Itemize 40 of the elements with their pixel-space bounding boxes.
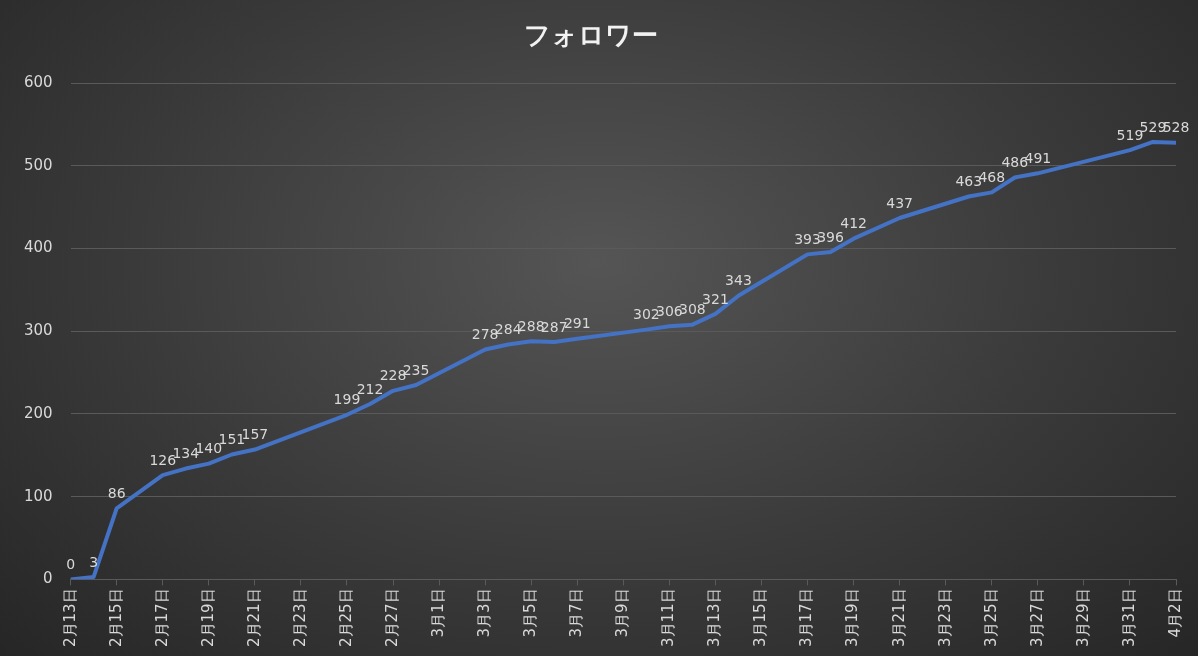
- x-tick-label: 3月29日: [1073, 588, 1092, 648]
- y-tick-label: 0: [43, 569, 53, 588]
- y-tick-label: 300: [23, 321, 53, 340]
- y-tick-label: 500: [23, 155, 53, 174]
- x-tick-label: 2月23日: [290, 588, 309, 648]
- x-tick-label: 2月21日: [244, 588, 263, 648]
- data-label: 437: [886, 194, 914, 211]
- x-tick-label: 3月9日: [613, 588, 632, 638]
- x-tick-label: 2月19日: [198, 588, 217, 648]
- x-tick-label: 3月1日: [428, 588, 447, 638]
- x-tick-label: 2月25日: [336, 588, 355, 648]
- x-tick-label: 3月17日: [797, 588, 816, 648]
- x-tick-label: 3月5日: [521, 588, 540, 638]
- x-tick-label: 2月15日: [106, 588, 125, 648]
- data-label: 412: [840, 215, 867, 232]
- y-tick-label: 100: [23, 486, 53, 505]
- data-label: 3: [89, 553, 99, 570]
- x-tick-label: 3月11日: [659, 588, 678, 648]
- data-label: 157: [241, 426, 269, 443]
- x-tick-label: 2月17日: [152, 588, 171, 648]
- data-label: 0: [66, 556, 76, 573]
- y-tick-label: 400: [23, 238, 53, 257]
- x-tick-label: 3月25日: [981, 588, 1000, 648]
- x-tick-label: 3月3日: [475, 588, 494, 638]
- x-tick-label: 3月7日: [567, 588, 586, 638]
- x-tick-label: 4月2日: [1165, 588, 1184, 638]
- x-tick-label: 3月15日: [751, 588, 770, 648]
- x-tick-label: 3月19日: [843, 588, 862, 648]
- x-tick-label: 2月27日: [382, 588, 401, 648]
- x-tick-label: 3月23日: [935, 588, 954, 648]
- y-tick-label: 600: [23, 73, 53, 92]
- y-tick-label: 200: [23, 403, 53, 422]
- x-tick-label: 3月27日: [1027, 588, 1046, 648]
- data-label: 343: [725, 272, 752, 289]
- x-tick-label: 3月13日: [705, 588, 724, 648]
- chart-title: フォロワー: [524, 20, 658, 51]
- x-tick-label: 2月13日: [60, 588, 79, 648]
- data-label: 86: [107, 484, 126, 501]
- x-tick-label: 3月31日: [1119, 588, 1138, 648]
- x-tick-label: 3月21日: [889, 588, 908, 648]
